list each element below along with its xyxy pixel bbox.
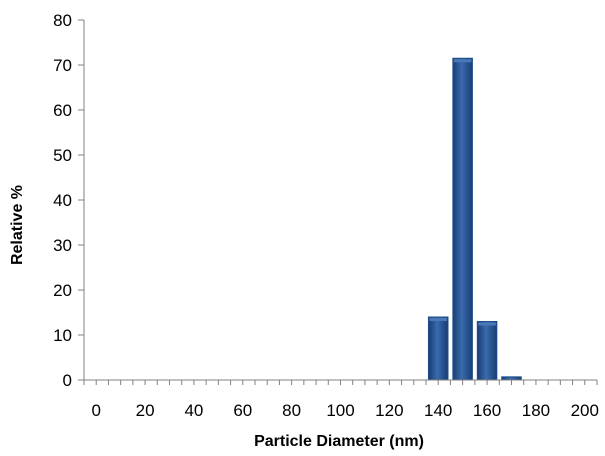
x-axis-ticks: 0 20 40 60 80 100 120 140 160 180 200	[83, 380, 599, 420]
bar	[452, 57, 473, 381]
x-tick-label: 140	[424, 401, 452, 420]
y-tick-label: 60	[53, 101, 72, 120]
x-tick-label: 60	[233, 401, 252, 420]
x-tick-label: 80	[282, 401, 301, 420]
y-tick-label: 0	[63, 371, 72, 390]
x-tick-label: 100	[326, 401, 354, 420]
y-axis-title: Relative %	[9, 185, 26, 265]
y-tick-label: 40	[53, 191, 72, 210]
x-axis-title: Particle Diameter (nm)	[254, 433, 424, 450]
x-tick-label: 20	[136, 401, 155, 420]
bar	[427, 316, 449, 381]
x-tick-label: 120	[375, 401, 403, 420]
y-tick-label: 50	[53, 146, 72, 165]
x-tick-label: 180	[522, 401, 550, 420]
y-tick-label: 80	[53, 11, 72, 30]
y-tick-label: 20	[53, 281, 72, 300]
bar-highlight	[478, 322, 496, 326]
x-tick-label: 200	[571, 401, 599, 420]
bar-highlight	[429, 318, 447, 321]
y-tick-label: 10	[53, 326, 72, 345]
bars	[427, 57, 522, 381]
x-tick-label: 40	[184, 401, 203, 420]
y-axis-ticks: 0 10 20 30 40 50 60 70 80	[53, 11, 84, 390]
bar	[476, 321, 498, 381]
x-tick-label: 0	[91, 401, 100, 420]
bar-highlight	[453, 59, 472, 63]
x-tick-label: 160	[473, 401, 501, 420]
y-tick-label: 70	[53, 56, 72, 75]
y-tick-label: 30	[53, 236, 72, 255]
